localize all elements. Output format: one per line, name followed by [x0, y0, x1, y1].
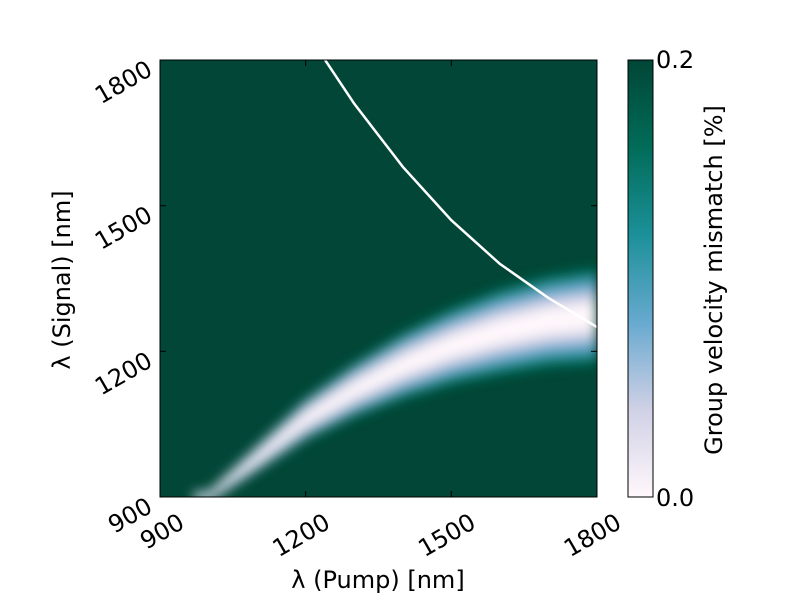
ridge-band-core: [194, 302, 597, 497]
degenerate-curve: [324, 60, 597, 329]
x-axis-label: λ (Pump) [nm]: [291, 566, 464, 594]
plot-area: [159, 59, 598, 498]
colorbar-label: Group velocity mismatch [%]: [700, 105, 728, 455]
y-tick-label: 1500: [90, 201, 157, 256]
heatmap-background: [160, 60, 597, 497]
y-axis-label: λ (Signal) [nm]: [48, 190, 76, 369]
x-tick-label: 1800: [559, 508, 626, 563]
colorbar-max-label: 0.2: [656, 46, 694, 74]
colorbar: 0.2 0.0 Group velocity mismatch [%]: [627, 46, 728, 512]
x-tick-label: 1500: [413, 508, 480, 563]
plot-frame: [159, 59, 598, 498]
x-tick-label: 1200: [268, 508, 335, 563]
ridge-bands: [194, 267, 597, 497]
colorbar-gradient: [627, 59, 654, 498]
y-tick-label: 1200: [90, 346, 157, 401]
heatmap-ridge: [194, 267, 597, 497]
colorbar-min-label: 0.0: [656, 484, 694, 512]
y-tick-label: 1800: [90, 55, 157, 110]
